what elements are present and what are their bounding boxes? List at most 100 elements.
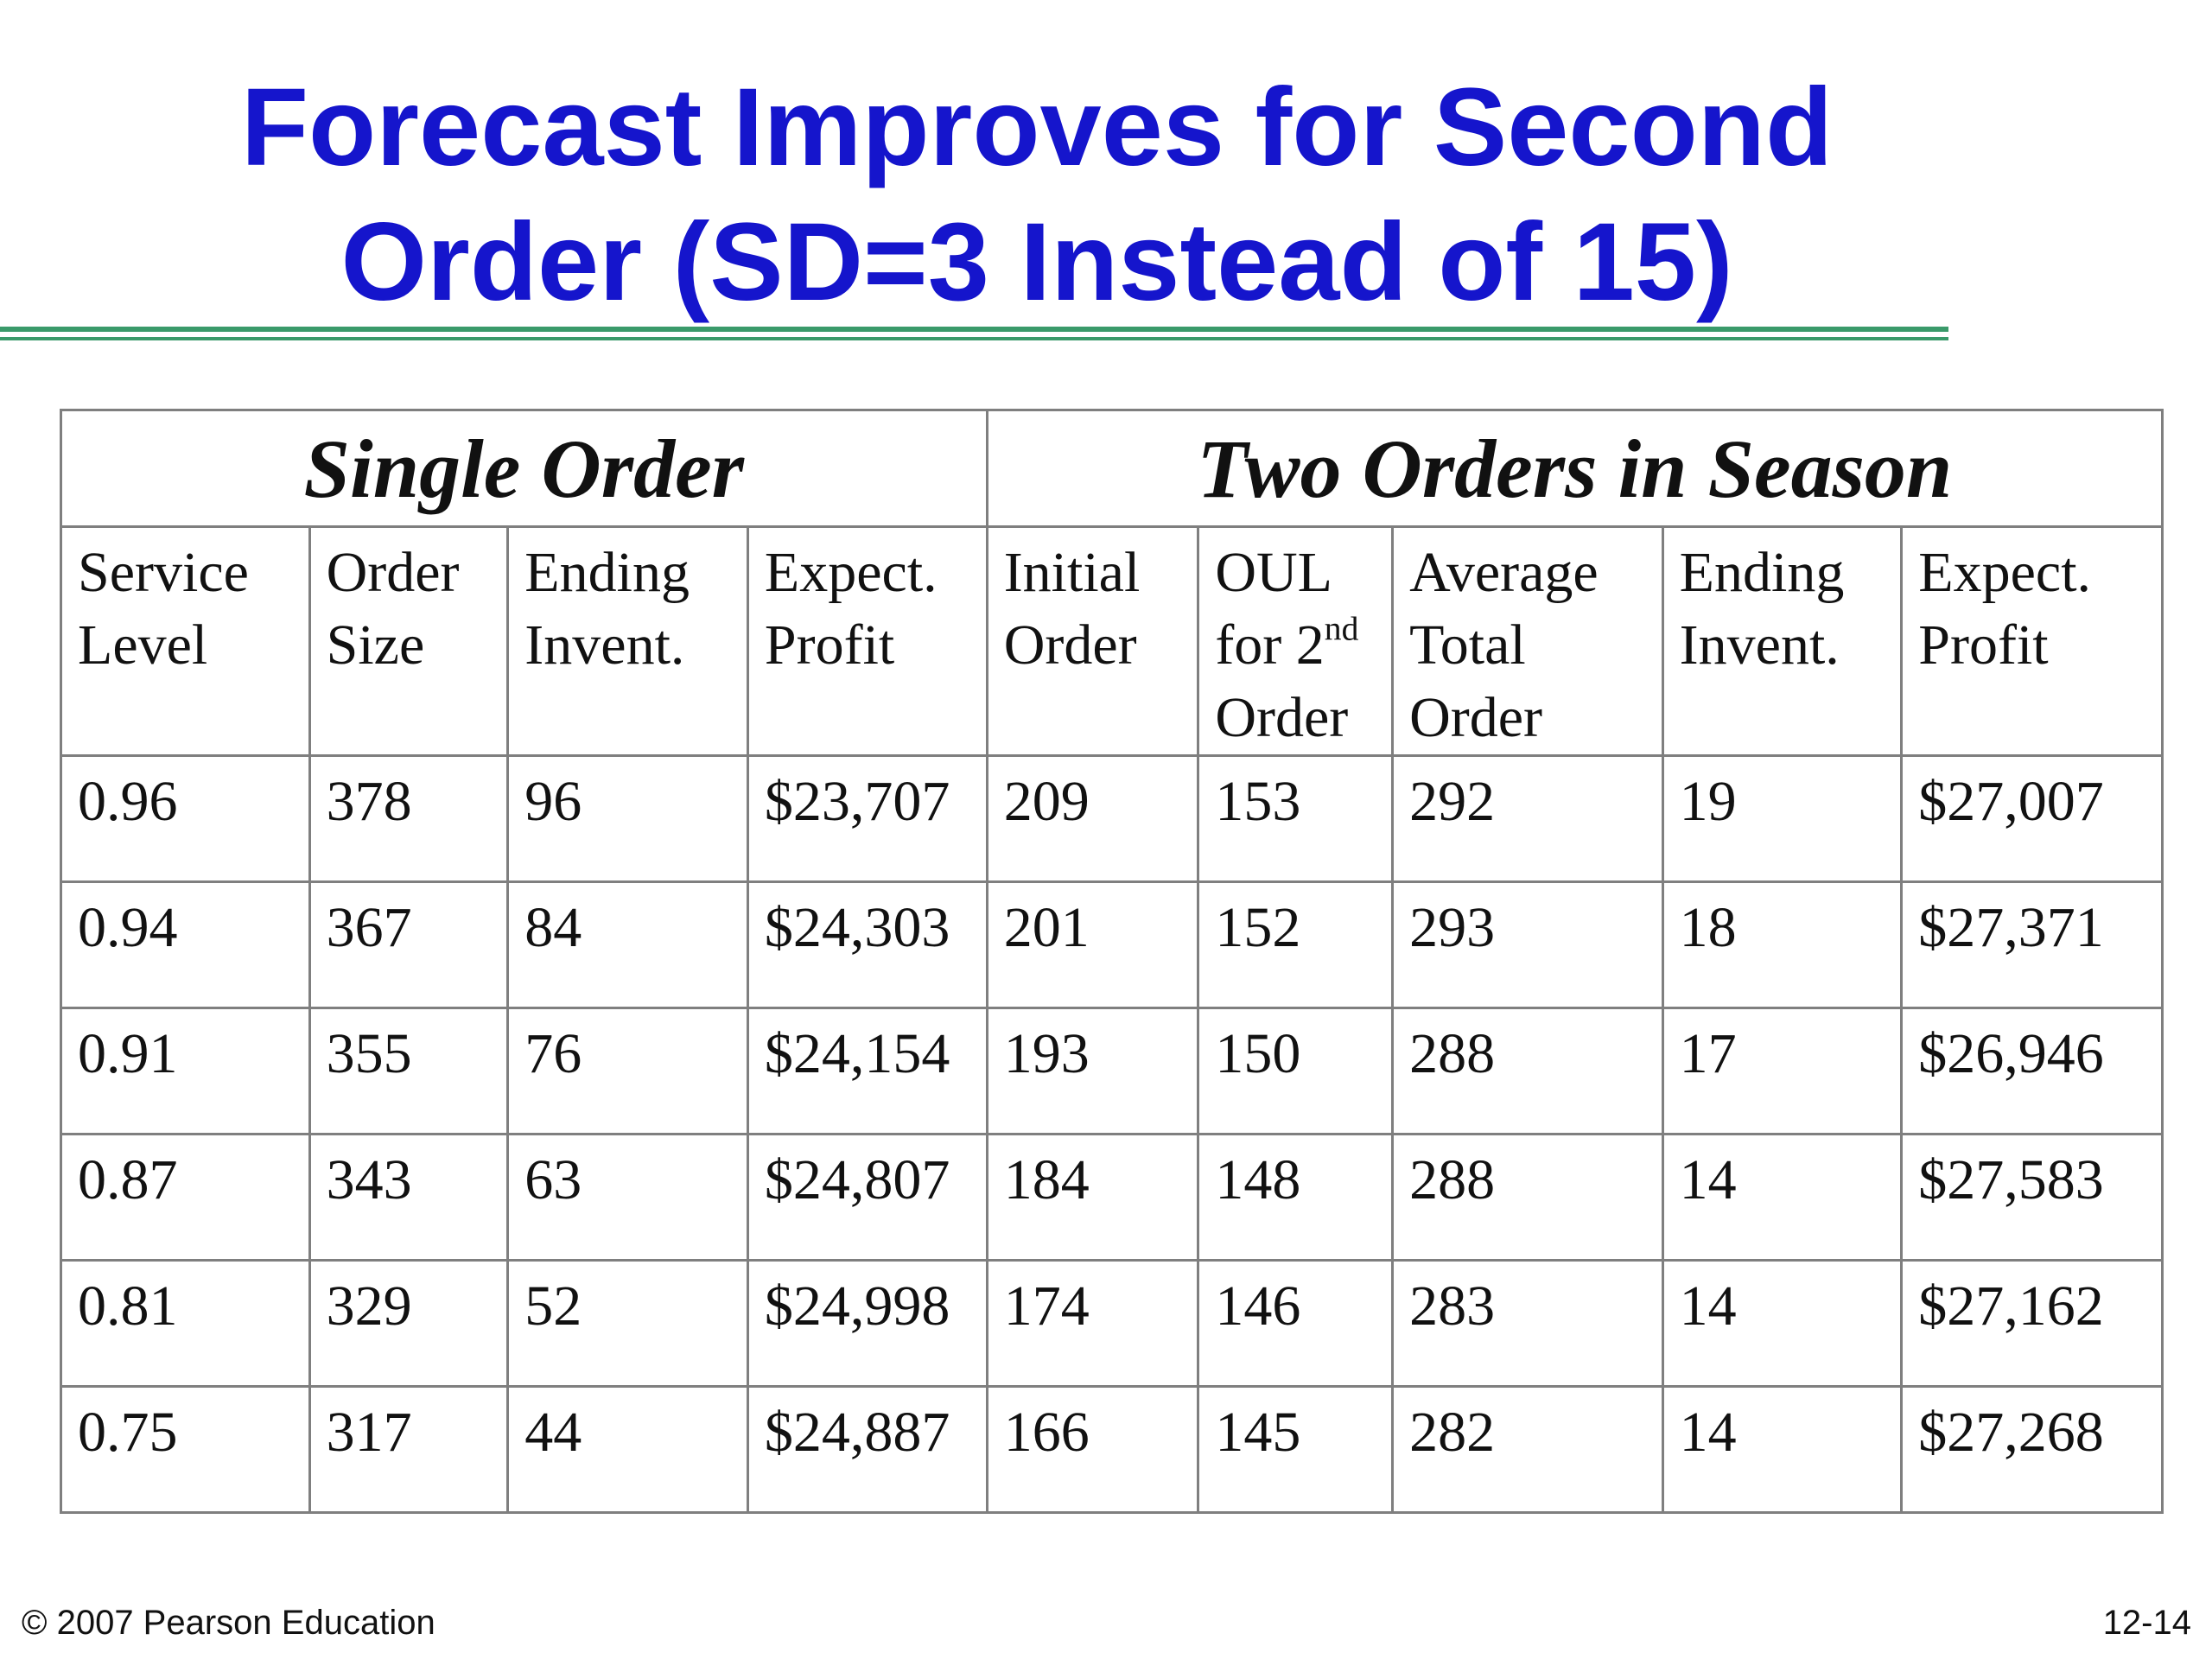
column-header: OUL for 2nd Order [1197, 525, 1395, 757]
table-cell: $27,162 [1900, 1259, 2164, 1388]
table-cell: 0.81 [60, 1259, 311, 1388]
table-cell: 152 [1197, 880, 1395, 1009]
table-cell: 63 [506, 1133, 749, 1262]
table-cell: 166 [985, 1385, 1200, 1514]
column-header-line: Initial [1004, 537, 1198, 609]
column-header-text: Expect. [1918, 541, 2092, 604]
table-cell: $27,371 [1900, 880, 2164, 1009]
table-cell: 193 [985, 1007, 1200, 1135]
table-cell: 378 [308, 754, 510, 883]
table-cell: 150 [1197, 1007, 1395, 1135]
column-header-text: OUL [1215, 541, 1332, 604]
table-cell: 201 [985, 880, 1200, 1009]
column-header-line: Profit [1918, 609, 2161, 682]
table-cell: 14 [1661, 1385, 1904, 1514]
table-cell: $24,303 [746, 880, 988, 1009]
table-row: 0.75 317 44 $24,887 166 145 282 14 $27,268 [60, 1385, 2164, 1514]
column-header-line: Invent. [524, 609, 747, 682]
table-cell: 0.75 [60, 1385, 311, 1514]
table-cell: $24,887 [746, 1385, 988, 1514]
table-cell: $24,154 [746, 1007, 988, 1135]
column-header-text: Profit [764, 613, 895, 677]
table-cell: 52 [506, 1259, 749, 1388]
column-header: Order Size [308, 525, 510, 757]
column-header-text: Order [1409, 686, 1543, 749]
table-cell: 14 [1661, 1133, 1904, 1262]
column-header-line: Order [327, 537, 507, 609]
column-header: Expect. Profit [746, 525, 988, 757]
table-cell: 96 [506, 754, 749, 883]
group-header-row: Single Order Two Orders in Season [60, 409, 2164, 528]
column-header: Service Level [60, 525, 311, 757]
comparison-table: Single Order Two Orders in Season Servic… [60, 409, 2164, 1514]
table-cell: 18 [1661, 880, 1904, 1009]
table-cell: 288 [1391, 1007, 1664, 1135]
column-header: Ending Invent. [506, 525, 749, 757]
table-cell: 283 [1391, 1259, 1664, 1388]
table-cell: 76 [506, 1007, 749, 1135]
table-cell: 44 [506, 1385, 749, 1514]
column-header-line: Expect. [765, 537, 986, 609]
column-header-line: Total [1409, 609, 1662, 682]
column-header-line: Order [1409, 682, 1662, 754]
column-header-text: Ending [1679, 541, 1845, 604]
column-header-text: Order [1003, 613, 1137, 677]
column-header-text: Service [78, 541, 249, 604]
column-header-line: Order [1004, 609, 1198, 682]
table-cell: 329 [308, 1259, 510, 1388]
table-cell: $23,707 [746, 754, 988, 883]
slide-title-line-1: Forecast Improves for Second [240, 66, 1834, 189]
group-header-single-order: Single Order [60, 409, 988, 528]
table-cell: $26,946 [1900, 1007, 2164, 1135]
table-cell: 293 [1391, 880, 1664, 1009]
table-cell: 292 [1391, 754, 1664, 883]
table-body: 0.96 378 96 $23,707 209 153 292 19 $27,007 0.94 36… [60, 754, 2164, 1514]
column-header-text: Size [326, 613, 425, 677]
table-cell: 367 [308, 880, 510, 1009]
column-header-text: Profit [1918, 613, 2049, 677]
table-cell: 174 [985, 1259, 1200, 1388]
column-header-line: Ending [524, 537, 747, 609]
table-cell: 282 [1391, 1385, 1664, 1514]
table-cell: 84 [506, 880, 749, 1009]
table-cell: 17 [1661, 1007, 1904, 1135]
column-header-row: Service Level Order Size Ending Invent. Expect… [60, 525, 2164, 757]
table-row: 0.87 343 63 $24,807 184 148 288 14 $27,583 [60, 1133, 2164, 1262]
table-cell: 0.96 [60, 754, 311, 883]
table-cell: 14 [1661, 1259, 1904, 1388]
table-cell: 145 [1197, 1385, 1395, 1514]
column-header-text: Total [1409, 613, 1526, 677]
table-cell: 0.87 [60, 1133, 311, 1262]
table-cell: 288 [1391, 1133, 1664, 1262]
column-header-text: Initial [1003, 541, 1141, 604]
table-cell: 209 [985, 754, 1200, 883]
column-header-line: OUL [1215, 537, 1391, 609]
slide-title: Forecast Improves for Second Order (SD=3… [0, 60, 2074, 330]
column-header: Initial Order [985, 525, 1200, 757]
table-row: 0.91 355 76 $24,154 193 150 288 17 $26,946 [60, 1007, 2164, 1135]
column-header-line: Size [327, 609, 507, 682]
column-header: Expect. Profit [1900, 525, 2164, 757]
table-cell: 146 [1197, 1259, 1395, 1388]
table-row: 0.81 329 52 $24,998 174 146 283 14 $27,162 [60, 1259, 2164, 1388]
column-header: Average Total Order [1391, 525, 1664, 757]
table-cell: 184 [985, 1133, 1200, 1262]
table-cell: $24,998 [746, 1259, 988, 1388]
column-header-line: Expect. [1918, 537, 2161, 609]
page-number: 12-14 [2102, 1604, 2191, 1642]
table-cell: 317 [308, 1385, 510, 1514]
group-header-two-orders: Two Orders in Season [985, 409, 2164, 528]
table-cell: $27,007 [1900, 754, 2164, 883]
table-cell: $27,583 [1900, 1133, 2164, 1262]
table-row: 0.96 378 96 $23,707 209 153 292 19 $27,007 [60, 754, 2164, 883]
column-header-text: Level [78, 613, 208, 677]
column-header-text: Order [326, 541, 460, 604]
table-cell: 148 [1197, 1133, 1395, 1262]
column-header-line: Level [78, 609, 308, 682]
table-cell: 355 [308, 1007, 510, 1135]
column-header-text: for 2 [1215, 613, 1325, 677]
column-header-text: Order [1215, 686, 1349, 749]
column-header-line: Invent. [1680, 609, 1901, 682]
column-header-line: Average [1409, 537, 1662, 609]
table-cell: 153 [1197, 754, 1395, 883]
